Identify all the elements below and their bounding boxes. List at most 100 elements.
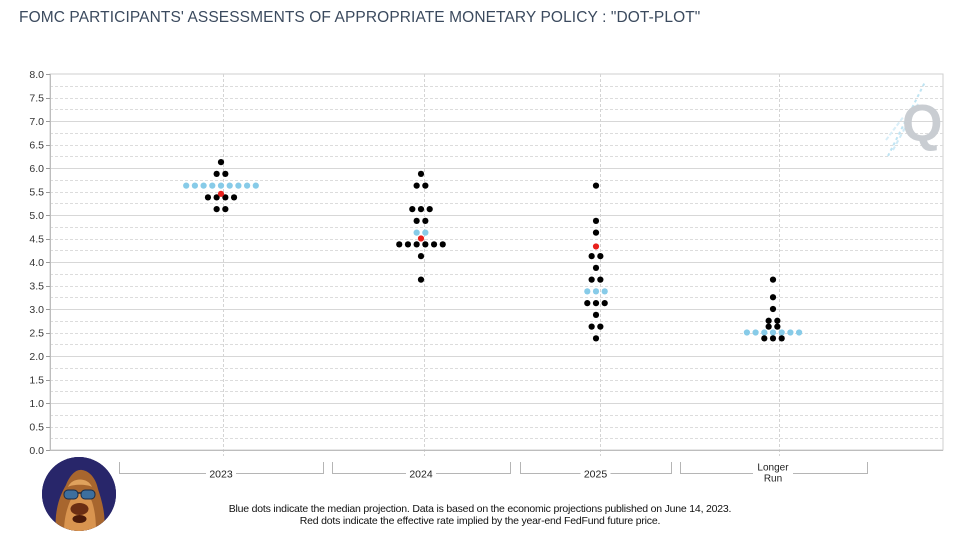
x-category-2025: 2025 — [520, 462, 672, 481]
y-tick-label: 0.0 — [29, 445, 44, 457]
y-axis: 0.0 0.5 1.0 1.5 2.0 2.5 3.0 3.5 4.0 4.5 5.0 5.5 6.0 6… — [29, 69, 943, 457]
participant-dot — [396, 241, 403, 248]
median-dot — [183, 182, 190, 189]
participant-dot — [778, 335, 785, 342]
participant-dot — [765, 317, 772, 324]
median-dot — [743, 329, 751, 336]
participant-dot — [422, 182, 429, 189]
dot-column-2023 — [183, 159, 259, 213]
chart-title: FOMC PARTICIPANTS' ASSESSMENTS OF APPROP… — [19, 9, 701, 26]
participant-dot — [588, 253, 595, 260]
participant-dot — [592, 217, 600, 224]
gorilla-avatar-icon — [42, 457, 116, 531]
x-tick-label: 2025 — [584, 469, 608, 481]
participant-dot — [765, 323, 772, 330]
median-dot — [592, 288, 600, 295]
y-tick-label: 4.5 — [29, 234, 44, 246]
participant-dot — [774, 323, 781, 330]
participant-dot — [592, 264, 600, 271]
participant-dot — [417, 170, 425, 177]
dot-column-2024 — [396, 170, 446, 283]
participant-dot — [769, 305, 777, 313]
footnote-line-1: Blue dots indicate the median projection… — [228, 503, 732, 515]
participant-dot — [213, 194, 220, 201]
watermark-logo: Q — [885, 81, 942, 157]
participant-dot — [769, 335, 777, 342]
median-dot — [584, 288, 591, 295]
x-tick-label: Longer — [757, 463, 789, 474]
median-dot — [209, 182, 216, 189]
participant-dot — [439, 241, 446, 248]
chart-footnote: Blue dots indicate the median projection… — [160, 503, 800, 527]
x-tick-label: Run — [764, 474, 782, 485]
futures-rate-dot — [217, 190, 225, 197]
participant-dot — [409, 206, 416, 213]
futures-rate-dot — [417, 235, 425, 242]
participant-dot — [417, 206, 425, 213]
participant-dot — [213, 170, 220, 177]
participant-dot — [413, 182, 420, 189]
avatar — [42, 457, 116, 531]
participant-dot — [601, 300, 608, 307]
participant-dot — [774, 317, 781, 324]
label-bg — [580, 468, 611, 479]
participant-dot — [222, 194, 229, 201]
participant-dot — [222, 206, 229, 213]
participant-dot — [592, 229, 600, 236]
median-dot — [252, 182, 259, 189]
watermark-text: Q — [902, 95, 942, 153]
label-bg — [753, 469, 793, 478]
y-tick-label: 3.0 — [29, 304, 44, 316]
y-tick-label: 7.5 — [29, 93, 44, 105]
median-dot — [778, 329, 785, 336]
y-tick-label: 5.0 — [29, 210, 44, 222]
participant-dot — [422, 241, 429, 248]
label-bg — [406, 468, 436, 479]
y-tick-label: 1.0 — [29, 398, 44, 410]
participant-dot — [769, 294, 777, 301]
dot-column-longer-run — [743, 276, 803, 342]
median-dot — [787, 329, 794, 336]
median-dot — [200, 182, 207, 189]
y-tick-label: 1.5 — [29, 375, 44, 387]
grid — [49, 73, 944, 456]
dot-column-2025 — [584, 182, 608, 342]
median-dot — [217, 182, 225, 189]
median-dot — [752, 329, 759, 336]
median-dot — [601, 288, 608, 295]
y-tick-label: 0.5 — [29, 422, 44, 434]
y-tick-label: 2.0 — [29, 351, 44, 363]
participant-dot — [592, 300, 600, 307]
label-bg — [206, 468, 236, 479]
median-dot — [769, 329, 777, 336]
participant-dot — [417, 253, 425, 260]
x-tick-label: 2023 — [209, 469, 233, 481]
participant-dot — [204, 194, 212, 201]
participant-dot — [592, 335, 600, 342]
participant-dot — [222, 170, 229, 177]
median-dot — [413, 229, 420, 236]
x-tick-label: 2024 — [409, 469, 433, 481]
y-tick-label: 6.0 — [29, 163, 44, 175]
y-tick-label: 7.0 — [29, 116, 44, 128]
participant-dot — [217, 159, 225, 166]
median-dot — [226, 182, 233, 189]
median-dot — [422, 229, 429, 236]
participant-dot — [769, 276, 777, 283]
y-tick-label: 6.5 — [29, 140, 44, 152]
participant-dot — [413, 217, 420, 224]
participant-dot — [417, 276, 425, 283]
participant-dot — [597, 276, 604, 283]
median-dot — [761, 329, 768, 336]
participant-dot — [230, 194, 238, 201]
participant-dot — [597, 323, 604, 330]
participant-dot — [404, 241, 412, 248]
participant-dot — [761, 335, 768, 342]
median-dot — [796, 329, 803, 336]
participant-dot — [584, 300, 591, 307]
participant-dot — [413, 241, 420, 248]
x-category-2024: 2024 — [332, 462, 511, 481]
